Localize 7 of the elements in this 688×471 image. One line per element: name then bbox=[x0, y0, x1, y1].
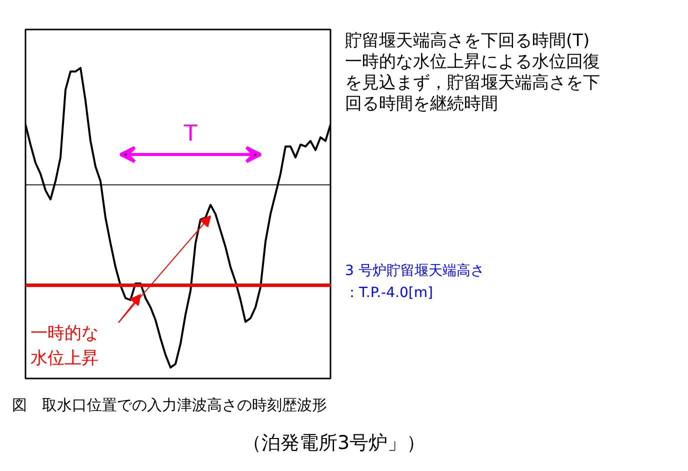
annotation: 一時的な水位上昇 bbox=[30, 324, 98, 368]
ref-line-label: 3 号炉貯留堰天端高さ：T.P.-4.0[m] bbox=[345, 262, 486, 303]
text: 一時的な水位上昇による水位回復を見込まず，貯留堰天端高さを下回る時間を継続時間 bbox=[345, 52, 601, 115]
annotation: T bbox=[182, 122, 198, 146]
text: 貯留堰天端高さを下回る時間(T) bbox=[345, 31, 590, 52]
text: （泊発電所3号炉」） bbox=[242, 431, 426, 456]
text: 図 取水口位置での入力津波高さの時刻歴波形 bbox=[12, 395, 327, 416]
